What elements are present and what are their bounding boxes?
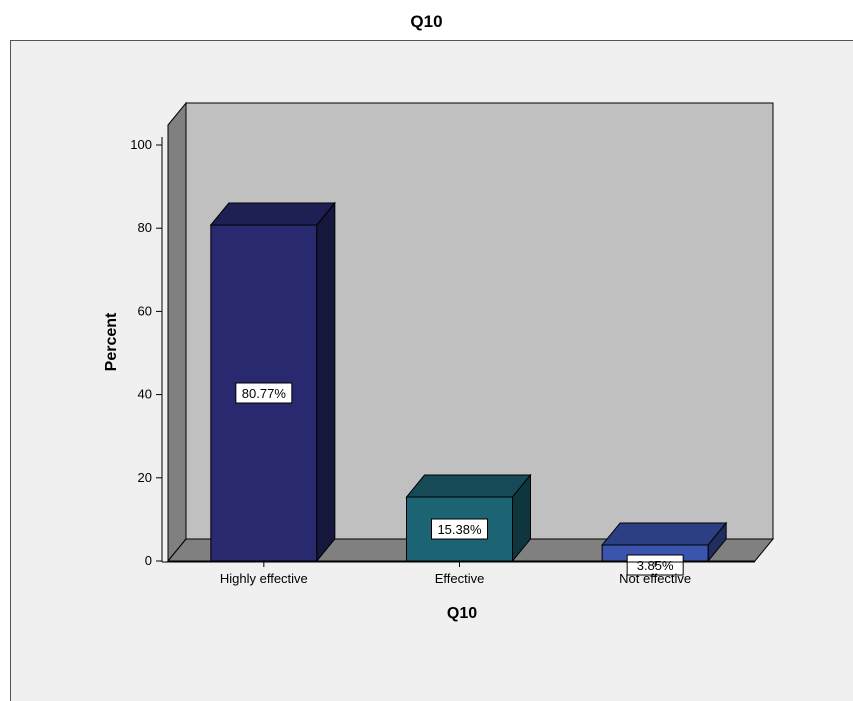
x-tick-label: Highly effective	[220, 571, 308, 586]
side-wall	[167, 101, 187, 563]
y-tick-label: 60	[138, 303, 152, 318]
bar-top	[405, 474, 532, 498]
bar-top	[209, 202, 336, 226]
x-tick-label: Not effective	[619, 571, 691, 586]
data-label: 15.38%	[437, 522, 482, 537]
y-axis: 0 20 40 60 80 100	[130, 137, 163, 568]
y-tick-label: 20	[138, 470, 152, 485]
data-label-box	[235, 382, 293, 404]
y-tick-label: 0	[145, 553, 152, 568]
chart-title: Q10	[410, 12, 443, 31]
data-label-box	[431, 518, 488, 540]
y-tick-label: 40	[138, 387, 152, 402]
x-axis: Highly effective Effective Not effective	[162, 561, 755, 586]
y-axis-title: Percent	[103, 312, 120, 371]
bar-side	[707, 521, 727, 563]
y-tick-label: 80	[138, 220, 152, 235]
data-label: 80.77%	[242, 386, 287, 401]
bar-side	[316, 201, 336, 563]
bar-top	[601, 522, 728, 546]
y-tick-label: 100	[130, 137, 152, 152]
x-tick-label: Effective	[435, 571, 485, 586]
x-axis-title: Q10	[447, 605, 477, 622]
bar-side	[512, 473, 531, 563]
